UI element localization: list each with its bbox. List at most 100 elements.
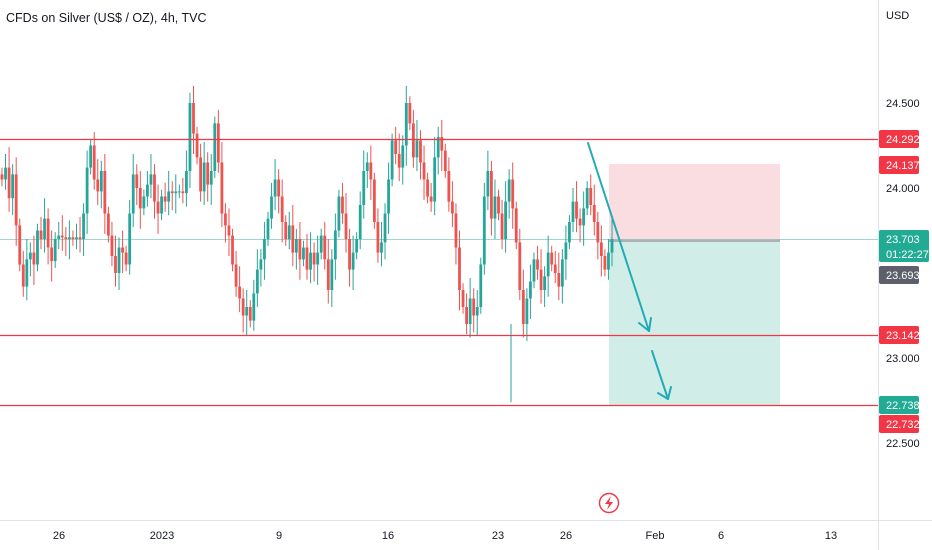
arrow-down-1[interactable] (587, 142, 652, 332)
badge-support: 23.142 (879, 326, 920, 344)
candle-body (287, 225, 291, 239)
candle-body (394, 140, 398, 154)
candle-body (252, 293, 256, 321)
candle-body (429, 196, 433, 202)
candle-body (124, 252, 128, 265)
price-tick: 22.500 (886, 438, 920, 450)
svg-text:01:22:27: 01:22:27 (886, 249, 929, 261)
candle-body (135, 174, 139, 188)
candle-body (372, 179, 376, 222)
candle-body (451, 201, 454, 214)
candle-body (199, 157, 203, 192)
candle-body (546, 252, 550, 277)
candle-body (582, 208, 586, 226)
candle-body (263, 239, 266, 260)
badge-price-line: 23.693 (879, 266, 920, 284)
candle-body (234, 264, 238, 287)
candle-body (82, 213, 85, 239)
stop-loss-zone[interactable] (609, 164, 780, 241)
candle-body (18, 225, 22, 265)
candle-body (404, 103, 408, 146)
svg-text:23.142: 23.142 (886, 330, 920, 342)
candle-body (592, 205, 596, 222)
candle-body (323, 235, 327, 260)
price-tick: 24.500 (886, 98, 920, 110)
candle-body (482, 196, 486, 265)
svg-text:23.703: 23.703 (886, 234, 920, 246)
candle-body (89, 145, 93, 168)
candle-body (294, 239, 298, 253)
take-profit-zone[interactable] (609, 241, 780, 405)
candle-body (131, 174, 135, 214)
candle-body (419, 140, 422, 163)
candle-body (284, 222, 288, 239)
candle-body (53, 239, 57, 262)
candle-body (177, 191, 181, 193)
candle-body (103, 171, 107, 214)
candle-body (266, 218, 270, 239)
candle-body (128, 213, 132, 265)
candle-body (511, 179, 515, 209)
candle-body (188, 103, 192, 171)
candle-body (358, 205, 362, 239)
candle-body (578, 218, 582, 226)
candle-body (153, 174, 156, 202)
candle-body (390, 140, 394, 180)
candle-body (192, 103, 195, 134)
candle-body (277, 179, 281, 197)
candle-body (241, 298, 245, 316)
candle-body (575, 201, 578, 219)
candle-body (224, 213, 227, 226)
candle-body (231, 235, 234, 265)
candle-body (195, 133, 199, 158)
candle-body (337, 196, 341, 231)
candle-body (369, 162, 373, 180)
time-tick: Feb (646, 530, 665, 542)
candle-body (397, 154, 401, 168)
candle-body (486, 171, 490, 197)
candle-body (110, 235, 114, 256)
candle-body (146, 184, 149, 197)
candle-body (57, 235, 61, 239)
candle-body (291, 225, 295, 253)
candle-body (0, 174, 4, 180)
candle-body (160, 196, 163, 214)
candle-body (28, 252, 32, 260)
chart-title: CFDs on Silver (US$ / OZ), 4h, TVC (6, 11, 207, 25)
candle-body (25, 259, 29, 287)
candle-body (426, 179, 429, 197)
candle-body (607, 252, 610, 270)
candle-body (568, 222, 571, 243)
candle-body (387, 179, 390, 214)
time-tick: 6 (718, 530, 724, 542)
lightning-bolt-icon[interactable] (598, 492, 620, 514)
candle-body (560, 259, 564, 287)
arrow-down-2[interactable] (651, 350, 672, 400)
candle-body (454, 213, 458, 248)
badge-resistance: 24.292 (879, 130, 920, 148)
candle-body (319, 235, 323, 253)
candle-body (213, 123, 217, 171)
svg-text:22.738: 22.738 (886, 400, 920, 412)
candle-body (64, 237, 68, 239)
candle-body (138, 188, 142, 209)
candle-body (170, 191, 174, 194)
candle-body (142, 196, 146, 209)
candle-body (341, 196, 344, 214)
candle-body (67, 237, 71, 239)
candle-body (479, 264, 483, 307)
time-tick: 2023 (150, 530, 174, 542)
time-tick: 9 (276, 530, 282, 542)
badge-stop-loss: 24.137 (879, 156, 920, 174)
candle-body (185, 171, 188, 194)
candle-body (504, 201, 508, 239)
badge-target: 22.738 (879, 396, 920, 414)
candle-body (490, 171, 493, 219)
candle-body (539, 269, 543, 290)
candle-body (75, 237, 78, 239)
candle-body (255, 269, 259, 294)
candle-body (348, 239, 351, 270)
candle-body (465, 307, 468, 324)
candle-body (43, 218, 46, 239)
